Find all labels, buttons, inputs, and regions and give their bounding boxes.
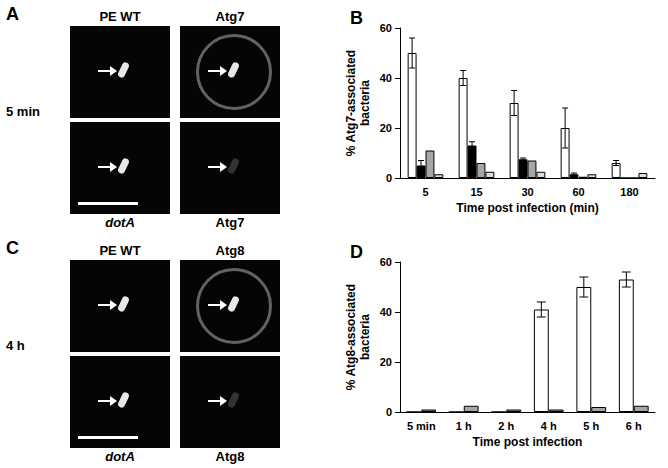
- svg-text:D: D: [350, 242, 363, 262]
- html-text:Atg8: Atg8: [215, 449, 245, 464]
- svg-text:2 h: 2 h: [498, 420, 514, 432]
- svg-text:30: 30: [521, 186, 533, 198]
- svg-text:15: 15: [470, 186, 482, 198]
- svg-text:5 h: 5 h: [583, 420, 599, 432]
- svg-text:B: B: [350, 8, 363, 28]
- svg-text:60: 60: [572, 186, 584, 198]
- html-text:Atg8: Atg8: [215, 243, 245, 258]
- svg-text:5 min: 5 min: [407, 420, 436, 432]
- html-text:5 min: 5 min: [6, 104, 40, 119]
- svg-text:Time post infection (min): Time post infection (min): [456, 201, 598, 215]
- svg-text:20: 20: [380, 356, 392, 368]
- html-text:PE WT: PE WT: [99, 9, 141, 24]
- html-text:Atg7: Atg7: [215, 215, 245, 230]
- html-text:dotA: dotA: [105, 215, 135, 230]
- html-text:4 h: 4 h: [6, 338, 25, 353]
- svg-text:Time post infection: Time post infection: [473, 435, 583, 449]
- svg-text:6 h: 6 h: [626, 420, 642, 432]
- html-text:Atg7: Atg7: [215, 9, 245, 24]
- svg-text:1 h: 1 h: [456, 420, 472, 432]
- svg-text:bacteria: bacteria: [358, 314, 372, 360]
- html-text:A: A: [6, 4, 19, 24]
- svg-text:60: 60: [380, 22, 392, 34]
- svg-text:60: 60: [380, 256, 392, 268]
- svg-text:40: 40: [380, 72, 392, 84]
- svg-text:0: 0: [386, 172, 392, 184]
- svg-text:180: 180: [620, 186, 638, 198]
- svg-text:% Atg7-associated: % Atg7-associated: [344, 50, 358, 156]
- html-text:dotA: dotA: [105, 449, 135, 464]
- svg-text:0: 0: [386, 406, 392, 418]
- svg-text:% Atg8-associated: % Atg8-associated: [344, 284, 358, 390]
- svg-text:5: 5: [422, 186, 428, 198]
- svg-text:20: 20: [380, 122, 392, 134]
- svg-text:bacteria: bacteria: [358, 80, 372, 126]
- html-text:C: C: [6, 238, 19, 258]
- svg-text:4 h: 4 h: [541, 420, 557, 432]
- html-text:PE WT: PE WT: [99, 243, 141, 258]
- svg-text:40: 40: [380, 306, 392, 318]
